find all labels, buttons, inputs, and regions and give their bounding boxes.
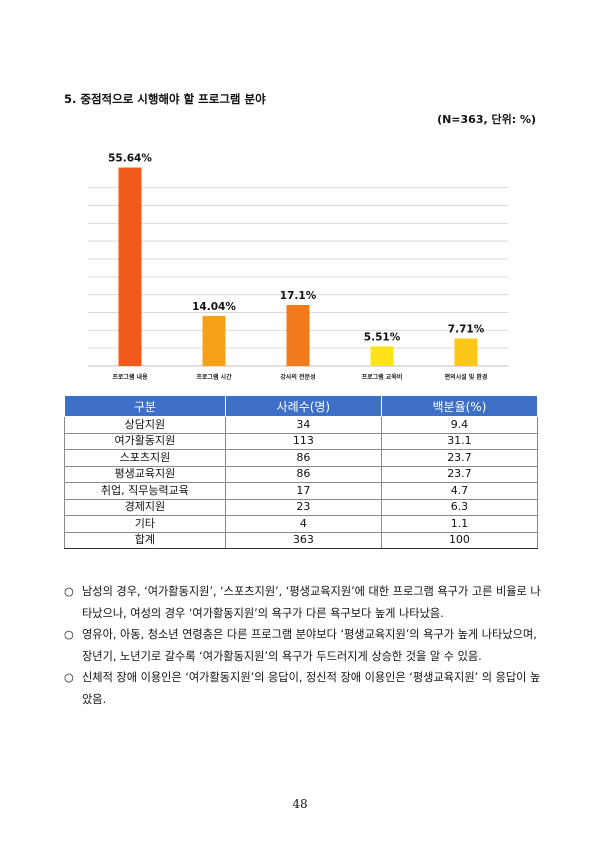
page-number: 48 (292, 797, 308, 811)
category-label: 강사의 전문성 (280, 373, 315, 381)
bar (118, 167, 142, 366)
bar-value-label: 7.71% (448, 324, 485, 336)
category-label: 프로그램 교육비 (362, 373, 403, 381)
note-item: ○ 영유아, 아동, 청소년 연령층은 다른 프로그램 분야보다 ‘평생교육지원… (64, 624, 544, 667)
bar (286, 305, 310, 366)
cell-count: 4 (224, 515, 382, 533)
header-category: 구분 (64, 395, 226, 417)
bar-chart: 55.64% 프로그램 내용 14.04% 프로그램 시간 17.1% 강사의 전문성 5.… (88, 153, 508, 381)
table-row: 경제지원 23 6.3 (64, 498, 539, 516)
cell-percent: 9.4 (380, 416, 539, 434)
cell-category: 취업, 직무능력교육 (64, 482, 226, 500)
bar-value-label: 5.51% (364, 331, 401, 343)
table-row: 여가활동지원 113 31.1 (64, 432, 539, 450)
table-row: 취업, 직무능력교육 17 4.7 (64, 482, 539, 500)
table-total-row: 합계 363 100 (64, 531, 539, 549)
header-count: 사례수(명) (224, 395, 382, 417)
chart-bars: 55.64% 프로그램 내용 14.04% 프로그램 시간 17.1% 강사의 전문성 5.… (108, 153, 487, 381)
note-text: 남성의 경우, ‘여가활동지원’, ‘스포츠지원’, ‘평생교육지원’에 대한 … (82, 585, 541, 620)
cell-category: 경제지원 (64, 498, 226, 516)
table-header-row: 구분 사례수(명) 백분율(%) (64, 395, 539, 417)
cell-percent: 6.3 (380, 498, 539, 516)
table-row: 스포츠지원 86 23.7 (64, 449, 539, 467)
bar-value-label: 14.04% (192, 301, 236, 313)
cell-category: 합계 (64, 531, 226, 549)
cell-count: 363 (224, 531, 382, 549)
notes-list: ○ 남성의 경우, ‘여가활동지원’, ‘스포츠지원’, ‘평생교육지원’에 대… (64, 581, 544, 710)
section-heading: 5. 중점적으로 시행해야 할 프로그램 분야 (64, 92, 266, 106)
bar (202, 315, 226, 366)
bar-value-label: 55.64% (108, 153, 152, 165)
bar (370, 346, 394, 366)
note-text: 신체적 장애 이용인은 ‘여가활동지원’의 응답이, 정신적 장애 이용인은 ‘… (82, 671, 541, 706)
cell-count: 34 (224, 416, 382, 434)
circle-bullet-icon: ○ (64, 671, 74, 684)
bar (454, 338, 478, 366)
cell-category: 상담지원 (64, 416, 226, 434)
cell-percent: 1.1 (380, 515, 539, 533)
cell-count: 17 (224, 482, 382, 500)
unit-note: (N=363, 단위: %) (437, 113, 536, 126)
table-row: 평생교육지원 86 23.7 (64, 465, 539, 483)
table-row: 기타 4 1.1 (64, 515, 539, 533)
header-percent: 백분율(%) (380, 395, 539, 417)
cell-percent: 100 (380, 531, 539, 549)
category-label: 프로그램 내용 (112, 373, 148, 381)
note-item: ○ 남성의 경우, ‘여가활동지원’, ‘스포츠지원’, ‘평생교육지원’에 대… (64, 581, 544, 624)
cell-percent: 4.7 (380, 482, 539, 500)
circle-bullet-icon: ○ (64, 585, 74, 598)
bar-value-label: 17.1% (280, 290, 317, 302)
note-text: 영유아, 아동, 청소년 연령층은 다른 프로그램 분야보다 ‘평생교육지원’의… (82, 628, 537, 663)
cell-count: 86 (224, 449, 382, 467)
cell-count: 23 (224, 498, 382, 516)
cell-percent: 23.7 (380, 449, 539, 467)
stats-table: 구분 사례수(명) 백분율(%) 상담지원 34 9.4 여가활동지원 113 … (64, 395, 539, 549)
cell-category: 여가활동지원 (64, 432, 226, 450)
category-label: 프로그램 시간 (196, 373, 232, 381)
cell-count: 113 (224, 432, 382, 450)
cell-category: 평생교육지원 (64, 465, 226, 483)
cell-percent: 31.1 (380, 432, 539, 450)
category-label: 편의시설 및 환경 (445, 373, 488, 381)
cell-count: 86 (224, 465, 382, 483)
cell-percent: 23.7 (380, 465, 539, 483)
note-item: ○ 신체적 장애 이용인은 ‘여가활동지원’의 응답이, 정신적 장애 이용인은… (64, 667, 544, 710)
cell-category: 기타 (64, 515, 226, 533)
table-row: 상담지원 34 9.4 (64, 416, 539, 434)
circle-bullet-icon: ○ (64, 628, 74, 641)
cell-category: 스포츠지원 (64, 449, 226, 467)
